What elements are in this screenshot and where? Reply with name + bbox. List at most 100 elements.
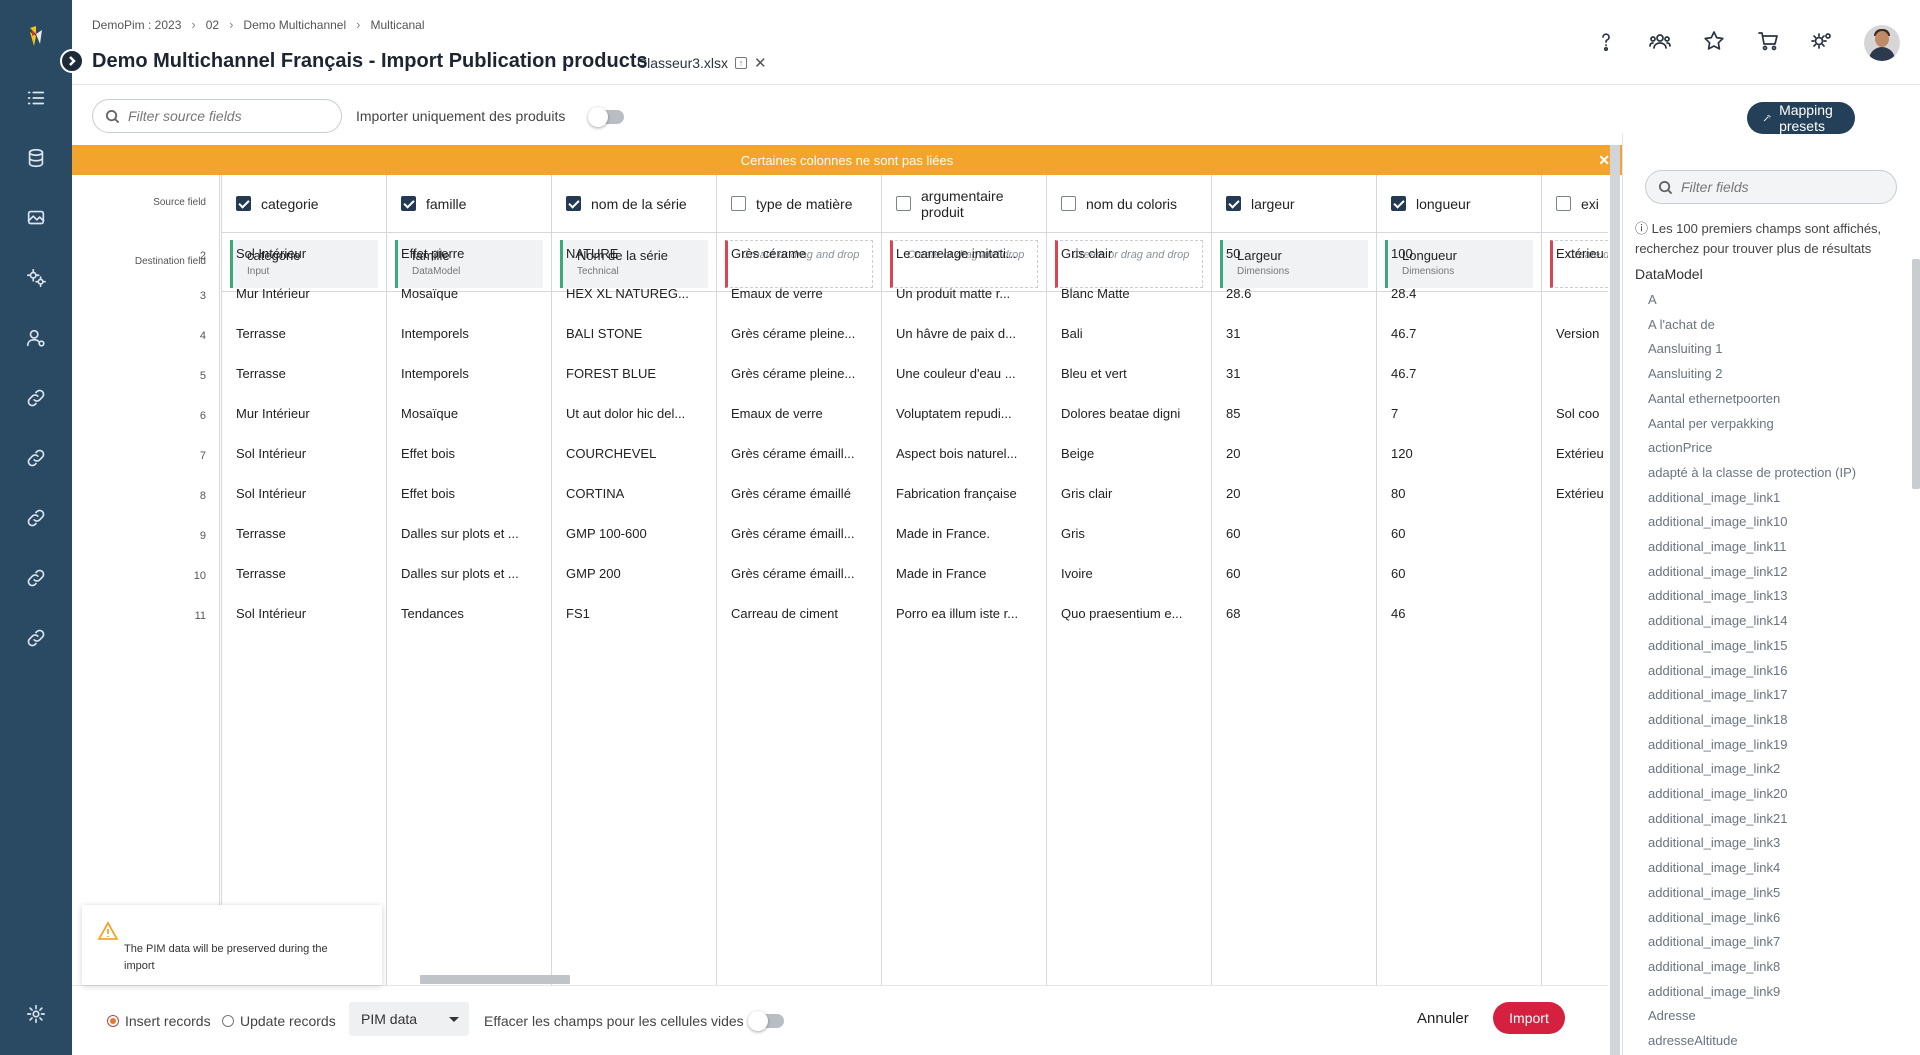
mapping-presets-button[interactable]: Mapping presets [1747,102,1855,134]
source-field-header[interactable]: argumentaire produit [882,175,1047,233]
field-list-item[interactable]: additional_image_link13 [1648,588,1788,604]
list-icon[interactable] [22,84,50,112]
field-list-item[interactable]: actionPrice [1648,440,1713,456]
field-list-item[interactable]: Aansluiting 2 [1648,366,1723,382]
field-list-item[interactable]: additional_image_link19 [1648,736,1788,752]
database-icon[interactable] [22,144,50,172]
breadcrumb-item[interactable]: DemoPim : 2023 [92,17,182,32]
field-list-item[interactable]: Aantal per verpakking [1648,415,1774,431]
column-checkbox[interactable] [731,196,746,211]
cancel-button[interactable]: Annuler [1417,1010,1469,1027]
destination-drop-zone[interactable]: Create or drag and drop [725,240,873,288]
field-list-item[interactable]: additional_image_link10 [1648,514,1788,530]
users-icon[interactable] [1648,29,1672,58]
field-list-item[interactable]: adresseAltitude [1648,1033,1738,1048]
field-group-title[interactable]: DataModel [1635,266,1703,282]
field-list-item[interactable]: additional_image_link7 [1648,934,1781,950]
field-list-item[interactable]: Aansluiting 1 [1648,341,1723,357]
media-icon[interactable] [22,204,50,232]
source-field-header[interactable]: nom de la série [552,175,717,233]
breadcrumb-item[interactable]: 02 [205,17,220,32]
field-list-item[interactable]: Adresse [1648,1008,1696,1024]
source-field-header[interactable]: exi [1542,175,1608,233]
column-checkbox[interactable] [1061,196,1076,211]
data-source-select[interactable]: PIM data [349,1002,469,1036]
field-list-item[interactable]: additional_image_link3 [1648,835,1781,851]
column-checkbox[interactable] [236,196,251,211]
insert-records-radio[interactable]: Insert records [107,1013,211,1029]
column-checkbox[interactable] [1391,196,1406,211]
field-list-item[interactable]: additional_image_link20 [1648,786,1788,801]
field-list-item[interactable]: additional_image_link17 [1648,687,1788,703]
destination-field[interactable]: categorie Input [230,240,378,288]
grid-vertical-scrollbar[interactable] [1610,145,1620,1055]
column-checkbox[interactable] [896,196,911,211]
radio-dot[interactable] [107,1015,119,1027]
destination-field[interactable]: Nom de la série Technical [560,240,708,288]
link-icon-5[interactable] [22,624,50,652]
source-search-input[interactable] [128,108,318,124]
field-list-item[interactable]: additional_image_link12 [1648,563,1788,579]
field-list-item[interactable]: additional_image_link18 [1648,711,1788,727]
destination-field[interactable]: Largeur Dimensions [1220,240,1368,288]
app-logo-icon[interactable] [22,22,50,50]
only-products-toggle[interactable] [588,107,624,127]
field-list-item[interactable]: adapté à la classe de protection (IP) [1648,464,1857,480]
update-records-radio[interactable]: Update records [222,1013,336,1029]
destination-field[interactable]: Longueur Dimensions [1385,240,1533,288]
open-file-icon[interactable]: ↑ [735,57,748,69]
field-list-item[interactable]: additional_image_link21 [1648,810,1788,826]
sidebar-expand-button[interactable] [60,49,84,73]
field-list-item[interactable]: additional_image_link2 [1648,761,1781,777]
grid-horizontal-scrollbar[interactable] [420,975,570,984]
destination-drop-zone[interactable]: Create drop [1550,240,1608,288]
column-checkbox[interactable] [566,196,581,211]
column-checkbox[interactable] [1556,196,1571,211]
source-field-header[interactable]: longueur [1377,175,1542,233]
link-icon-3[interactable] [22,504,50,532]
star-icon[interactable] [1702,29,1726,58]
field-list-item[interactable]: A l'achat de [1648,316,1715,332]
field-list-item[interactable]: additional_image_link16 [1648,662,1788,678]
field-panel-scrollbar[interactable] [1912,259,1920,489]
breadcrumb-item[interactable]: Multicanal [370,17,425,32]
remove-file-icon[interactable]: ✕ [754,55,767,72]
column-checkbox[interactable] [401,196,416,211]
breadcrumb-item[interactable]: Demo Multichannel [243,17,347,32]
empty-cells-toggle[interactable] [748,1011,784,1031]
link-icon-1[interactable] [22,384,50,412]
field-list-item[interactable]: additional_image_link9 [1648,983,1781,999]
field-list-item[interactable]: additional_image_link14 [1648,613,1788,629]
source-field-header[interactable]: nom du coloris [1047,175,1212,233]
destination-field[interactable]: famille DataModel [395,240,543,288]
source-field-header[interactable]: largeur [1212,175,1377,233]
help-icon[interactable] [1594,29,1618,58]
cart-icon[interactable] [1756,29,1780,58]
source-field-header[interactable]: categorie [222,175,387,233]
destination-drop-zone[interactable]: Create or drag and drop [1055,240,1203,288]
avatar[interactable] [1864,25,1900,61]
column-checkbox[interactable] [1226,196,1241,211]
field-list-item[interactable]: Aantal ethernetpoorten [1648,390,1781,406]
link-icon-4[interactable] [22,564,50,592]
field-list-item[interactable]: additional_image_link5 [1648,884,1781,900]
radio-dot[interactable] [222,1015,234,1027]
field-list-item[interactable]: additional_image_link8 [1648,958,1781,974]
settings-cogs-icon[interactable] [1810,29,1834,58]
field-list-item[interactable]: additional_image_link6 [1648,909,1781,925]
field-list-item[interactable]: additional_image_link1 [1648,489,1781,505]
destination-drop-zone[interactable]: Create or drag and drop [890,240,1038,288]
field-list-item[interactable]: additional_image_link11 [1648,539,1787,554]
source-field-header[interactable]: type de matière [717,175,882,233]
close-icon[interactable]: ✕ [1598,152,1610,168]
import-button[interactable]: Import [1493,1002,1565,1034]
gear-icon[interactable] [22,1000,50,1028]
user-settings-icon[interactable] [22,324,50,352]
field-list-item[interactable]: A [1648,292,1657,307]
field-list-item[interactable]: additional_image_link15 [1648,637,1788,653]
settings-cogs-icon[interactable] [22,264,50,292]
source-field-header[interactable]: famille [387,175,552,233]
link-icon-2[interactable] [22,444,50,472]
field-search-input[interactable] [1681,179,1871,195]
field-list-item[interactable]: additional_image_link4 [1648,860,1781,876]
